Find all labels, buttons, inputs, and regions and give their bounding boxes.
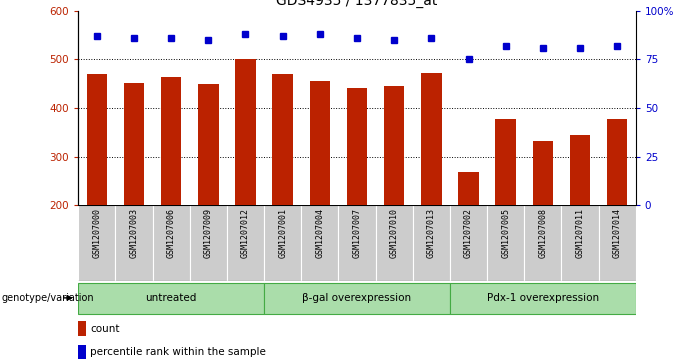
Title: GDS4935 / 1377835_at: GDS4935 / 1377835_at <box>276 0 438 8</box>
Bar <box>375 205 413 281</box>
Text: GSM1207006: GSM1207006 <box>167 208 175 258</box>
Bar <box>190 205 227 281</box>
Bar <box>496 119 516 205</box>
Bar <box>532 141 553 205</box>
Bar <box>450 283 636 314</box>
Text: untreated: untreated <box>146 293 197 303</box>
Bar <box>421 73 441 205</box>
Bar <box>273 74 293 205</box>
Bar <box>450 205 487 281</box>
Bar <box>598 205 636 281</box>
Text: GSM1207010: GSM1207010 <box>390 208 398 258</box>
Text: GSM1207011: GSM1207011 <box>575 208 585 258</box>
Text: GSM1207004: GSM1207004 <box>316 208 324 258</box>
Bar <box>86 74 107 205</box>
Bar <box>78 205 116 281</box>
Bar <box>487 205 524 281</box>
Bar <box>235 60 256 205</box>
Bar <box>78 345 86 359</box>
Bar <box>264 205 301 281</box>
Bar <box>124 83 144 205</box>
Text: Pdx-1 overexpression: Pdx-1 overexpression <box>487 293 599 303</box>
Bar <box>198 84 218 205</box>
Bar <box>78 322 86 336</box>
Bar <box>301 205 339 281</box>
Text: GSM1207005: GSM1207005 <box>501 208 510 258</box>
Bar <box>607 119 628 205</box>
Bar <box>78 283 264 314</box>
Text: count: count <box>90 323 120 334</box>
Text: β-gal overexpression: β-gal overexpression <box>303 293 411 303</box>
Text: GSM1207009: GSM1207009 <box>204 208 213 258</box>
Text: GSM1207008: GSM1207008 <box>539 208 547 258</box>
Text: GSM1207002: GSM1207002 <box>464 208 473 258</box>
Bar <box>116 205 152 281</box>
Bar <box>161 77 182 205</box>
Bar <box>384 86 405 205</box>
Text: GSM1207003: GSM1207003 <box>129 208 139 258</box>
Bar <box>152 205 190 281</box>
Text: GSM1207007: GSM1207007 <box>352 208 362 258</box>
Bar <box>347 87 367 205</box>
Text: genotype/variation: genotype/variation <box>1 293 94 303</box>
Bar <box>570 135 590 205</box>
Bar <box>413 205 450 281</box>
Text: GSM1207000: GSM1207000 <box>92 208 101 258</box>
Bar <box>264 283 450 314</box>
Bar <box>309 81 330 205</box>
Text: percentile rank within the sample: percentile rank within the sample <box>90 347 266 357</box>
Text: GSM1207001: GSM1207001 <box>278 208 287 258</box>
Bar <box>227 205 264 281</box>
Text: GSM1207014: GSM1207014 <box>613 208 622 258</box>
Text: GSM1207013: GSM1207013 <box>427 208 436 258</box>
Bar <box>339 205 375 281</box>
Bar <box>524 205 562 281</box>
Text: GSM1207012: GSM1207012 <box>241 208 250 258</box>
Bar <box>562 205 598 281</box>
Bar <box>458 172 479 205</box>
